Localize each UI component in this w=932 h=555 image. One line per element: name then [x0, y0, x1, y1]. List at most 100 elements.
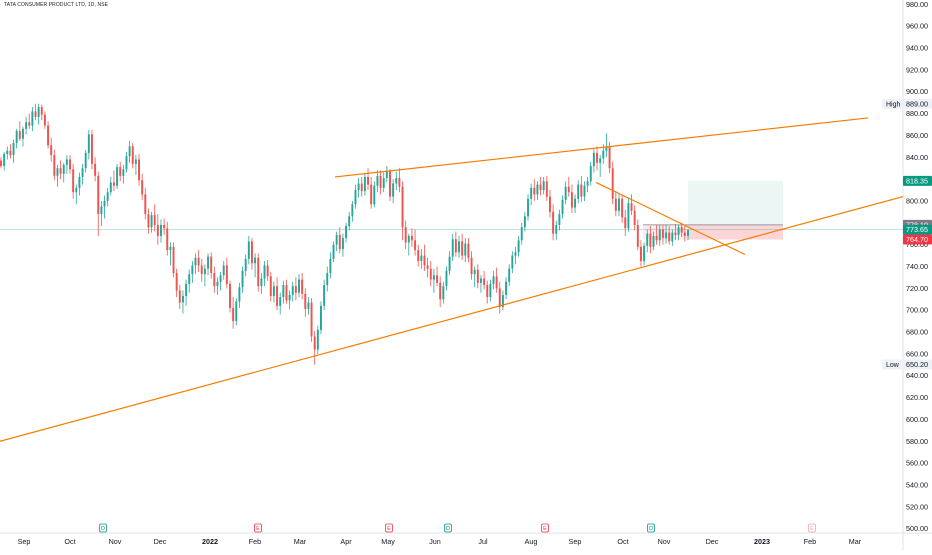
candle[interactable] [304, 288, 307, 317]
candle[interactable] [254, 253, 257, 278]
candle[interactable] [112, 170, 115, 192]
candle[interactable] [414, 229, 417, 256]
candle[interactable] [436, 266, 439, 287]
candle[interactable] [545, 175, 548, 201]
candle[interactable] [134, 155, 137, 175]
time-axis[interactable]: Sep Oct Nov Dec 2022 Feb Mar Apr May Jun Jul Aug Sep… [18, 537, 862, 546]
candle[interactable] [285, 279, 288, 304]
candle[interactable] [655, 224, 658, 245]
candle[interactable] [561, 195, 564, 219]
candle[interactable] [432, 268, 435, 293]
candle[interactable] [6, 146, 9, 160]
dividend-marker-icon[interactable]: D [99, 523, 107, 533]
candle[interactable] [213, 266, 216, 293]
candle[interactable] [323, 279, 326, 311]
candle[interactable] [150, 211, 153, 233]
candle[interactable] [410, 228, 413, 247]
candle[interactable] [116, 163, 119, 189]
candle[interactable] [520, 222, 523, 245]
candle[interactable] [200, 258, 203, 282]
candle[interactable] [476, 264, 479, 289]
candle[interactable] [307, 297, 310, 315]
candle[interactable] [404, 220, 407, 250]
candle[interactable] [401, 181, 404, 241]
candle[interactable] [94, 157, 97, 182]
dividend-marker-icon[interactable]: D [444, 523, 452, 533]
candle[interactable] [523, 211, 526, 232]
candle[interactable] [320, 301, 322, 335]
candle[interactable] [370, 176, 373, 209]
candle[interactable] [661, 224, 664, 245]
candle[interactable] [514, 246, 517, 265]
candle[interactable] [141, 173, 144, 200]
candle[interactable] [505, 277, 508, 300]
candle[interactable] [229, 280, 231, 313]
candle[interactable] [674, 223, 677, 241]
candle[interactable] [144, 187, 147, 220]
candle[interactable] [668, 226, 671, 245]
candle[interactable] [59, 160, 62, 180]
candle[interactable] [172, 242, 175, 278]
candle[interactable] [357, 178, 360, 198]
candle[interactable] [197, 250, 200, 272]
candle[interactable] [385, 166, 388, 183]
candle[interactable] [3, 151, 6, 171]
candle[interactable] [69, 155, 71, 174]
candle[interactable] [156, 214, 159, 245]
candle[interactable] [338, 227, 341, 254]
candle[interactable] [467, 238, 470, 263]
candle[interactable] [552, 204, 555, 241]
trendline[interactable] [595, 181, 746, 256]
candle[interactable] [624, 209, 627, 236]
candle[interactable] [389, 169, 391, 201]
candle[interactable] [188, 269, 191, 293]
candle[interactable] [260, 273, 263, 294]
candle[interactable] [81, 163, 84, 185]
candle[interactable] [235, 298, 238, 326]
candle[interactable] [558, 209, 561, 231]
candle[interactable] [326, 266, 329, 292]
candle[interactable] [28, 113, 31, 129]
candle[interactable] [473, 266, 476, 288]
candle[interactable] [100, 200, 103, 227]
dividend-marker-icon[interactable]: D [647, 523, 655, 533]
candle[interactable] [153, 204, 156, 232]
candle[interactable] [191, 261, 194, 283]
candle[interactable] [429, 261, 432, 287]
long-position-tool[interactable] [0, 180, 903, 240]
candle[interactable] [470, 251, 473, 280]
candle[interactable] [298, 274, 300, 298]
candle[interactable] [618, 194, 620, 217]
candle[interactable] [382, 172, 385, 193]
candle[interactable] [109, 176, 112, 196]
candle[interactable] [621, 194, 624, 223]
candle[interactable] [592, 148, 595, 173]
candle[interactable] [194, 253, 197, 275]
candle[interactable] [580, 175, 583, 203]
candle[interactable] [363, 172, 366, 196]
candle[interactable] [160, 219, 162, 243]
candle[interactable] [75, 184, 78, 205]
candle[interactable] [50, 137, 53, 162]
candle[interactable] [423, 244, 426, 271]
candle[interactable] [335, 231, 338, 252]
candle[interactable] [683, 226, 686, 242]
candle[interactable] [294, 277, 297, 301]
candle[interactable] [492, 270, 495, 290]
candle[interactable] [40, 104, 43, 121]
candle[interactable] [207, 253, 210, 276]
candle[interactable] [119, 161, 122, 182]
candle[interactable] [589, 161, 592, 186]
candle[interactable] [454, 231, 457, 257]
candle[interactable] [131, 143, 134, 169]
candle[interactable] [442, 281, 445, 304]
candle[interactable] [238, 282, 241, 309]
candle[interactable] [21, 126, 24, 147]
candle[interactable] [611, 161, 614, 205]
candle[interactable] [392, 179, 395, 204]
candle[interactable] [266, 259, 269, 281]
candle[interactable] [329, 252, 332, 279]
candle[interactable] [646, 229, 649, 253]
